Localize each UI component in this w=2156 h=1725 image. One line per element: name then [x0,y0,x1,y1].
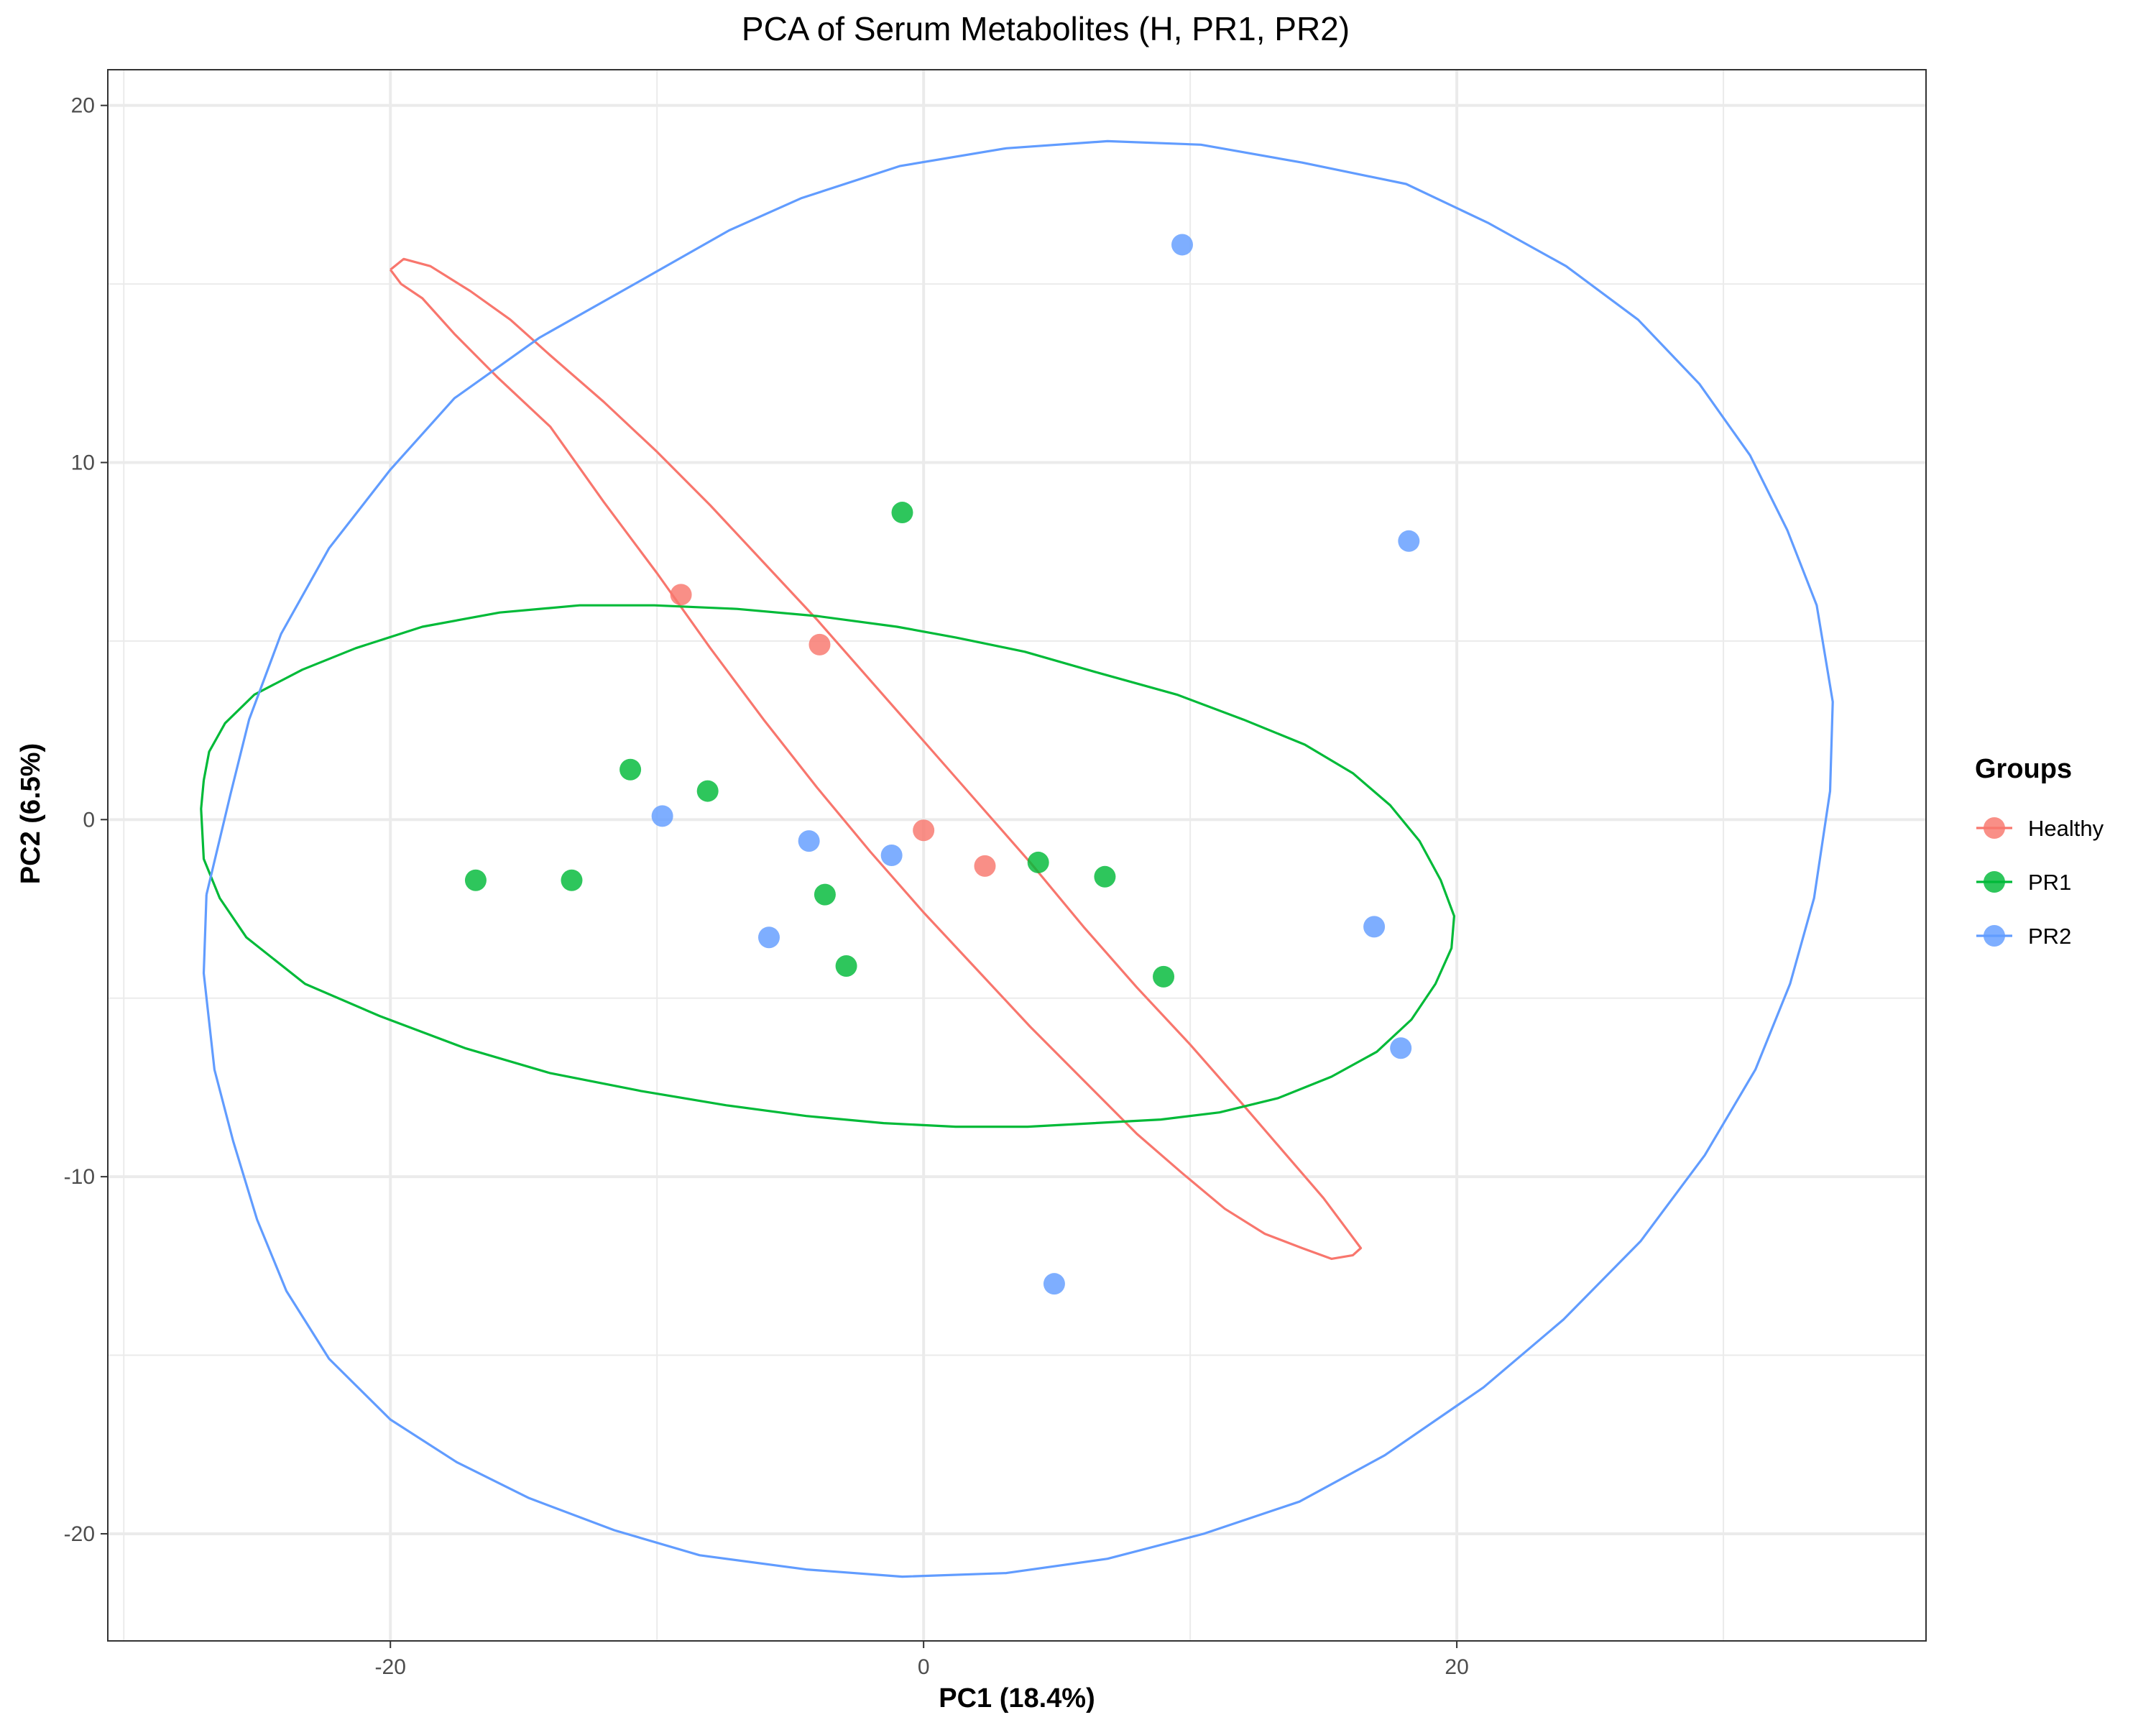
x-tick-label: 0 [918,1655,930,1679]
y-tick-label: 10 [71,451,95,475]
ellipses [200,139,1834,1578]
legend-item-pr2: PR2 [1976,924,2071,949]
point-healthy [913,819,935,842]
point-pr2 [1390,1037,1412,1059]
y-tick-label: -10 [64,1165,95,1189]
point-healthy [670,584,692,606]
y-tick-label: -20 [64,1522,95,1546]
y-axis-title: PC2 (6.5%) [16,743,46,884]
x-tick-label: 20 [1445,1655,1468,1679]
point-pr2 [651,805,673,827]
point-pr1 [891,502,913,524]
legend-label: Healthy [2028,816,2104,841]
point-pr2 [758,926,780,949]
legend-key-point [1984,925,2005,947]
chart-title: PCA of Serum Metabolites (H, PR1, PR2) [742,10,1350,47]
point-pr2 [1171,234,1193,256]
y-tick-label: 0 [83,808,95,832]
point-pr1 [696,780,719,802]
legend-label: PR2 [2028,924,2071,949]
legend-label: PR1 [2028,870,2071,895]
point-healthy [974,855,996,877]
point-pr2 [1398,530,1420,552]
point-pr1 [561,869,583,891]
ellipse-healthy [389,257,1363,1261]
point-pr1 [1027,851,1049,873]
point-pr1 [1094,865,1116,888]
point-pr2 [798,830,820,852]
point-pr1 [835,955,857,978]
x-axis-title: PC1 (18.4%) [939,1683,1095,1714]
point-pr1 [1153,965,1175,988]
point-pr2 [1363,916,1386,938]
ellipse-pr1 [200,604,1456,1128]
point-pr1 [464,869,487,891]
legend-key-point [1984,817,2005,839]
grid-lines [108,70,1926,1641]
point-pr2 [1043,1273,1065,1295]
plot-panel-border [107,69,1927,1642]
point-pr2 [880,845,903,866]
legend: Groups Healthy PR1 PR2 [1975,754,2104,949]
point-pr1 [619,758,642,781]
data-points [464,234,1420,1295]
x-tick-label: -20 [375,1655,406,1679]
y-tick-label: 20 [71,94,95,118]
point-healthy [808,633,831,656]
legend-item-healthy: Healthy [1976,816,2104,841]
legend-item-pr1: PR1 [1976,870,2071,895]
legend-key-point [1984,871,2005,893]
axes: -20 0 20 -20 -10 0 10 20 [64,94,1469,1679]
point-pr1 [814,883,836,906]
ellipse-pr2 [202,139,1834,1578]
legend-title: Groups [1975,754,2072,784]
